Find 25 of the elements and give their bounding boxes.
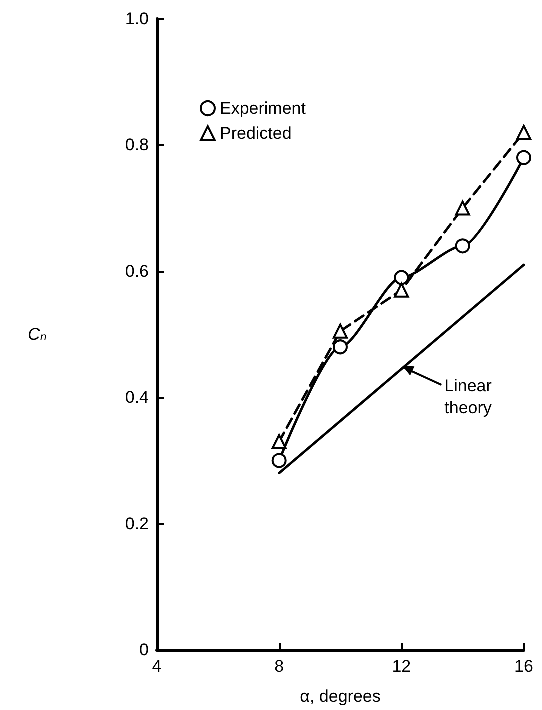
x-tick-label: 16 — [514, 657, 534, 676]
y-axis-title: Cₙ — [28, 325, 48, 344]
y-tick-label: 0.6 — [125, 262, 149, 281]
y-tick-label: 0 — [140, 640, 149, 660]
point — [516, 150, 532, 166]
legend-label: Predicted — [220, 124, 292, 143]
annotation: Linear theory — [444, 376, 497, 418]
y-tick-label: 1.0 — [125, 10, 149, 28]
point — [333, 340, 348, 355]
point — [455, 200, 470, 216]
x-tick-label: 12 — [392, 657, 412, 676]
legend-label: Experiment — [220, 99, 306, 118]
point — [333, 324, 348, 339]
point — [394, 282, 410, 298]
y-tick-label: 0.8 — [125, 136, 149, 155]
x-axis-title: α, degrees — [300, 687, 381, 706]
point — [455, 238, 470, 254]
point — [516, 125, 532, 140]
x-tick-label: 4 — [152, 657, 162, 676]
point — [272, 434, 287, 450]
x-tick-label: 8 — [274, 657, 284, 676]
point — [394, 270, 410, 286]
y-tick-label: 0.2 — [125, 514, 149, 534]
y-tick-label: 0.4 — [125, 388, 149, 408]
point — [272, 453, 287, 468]
